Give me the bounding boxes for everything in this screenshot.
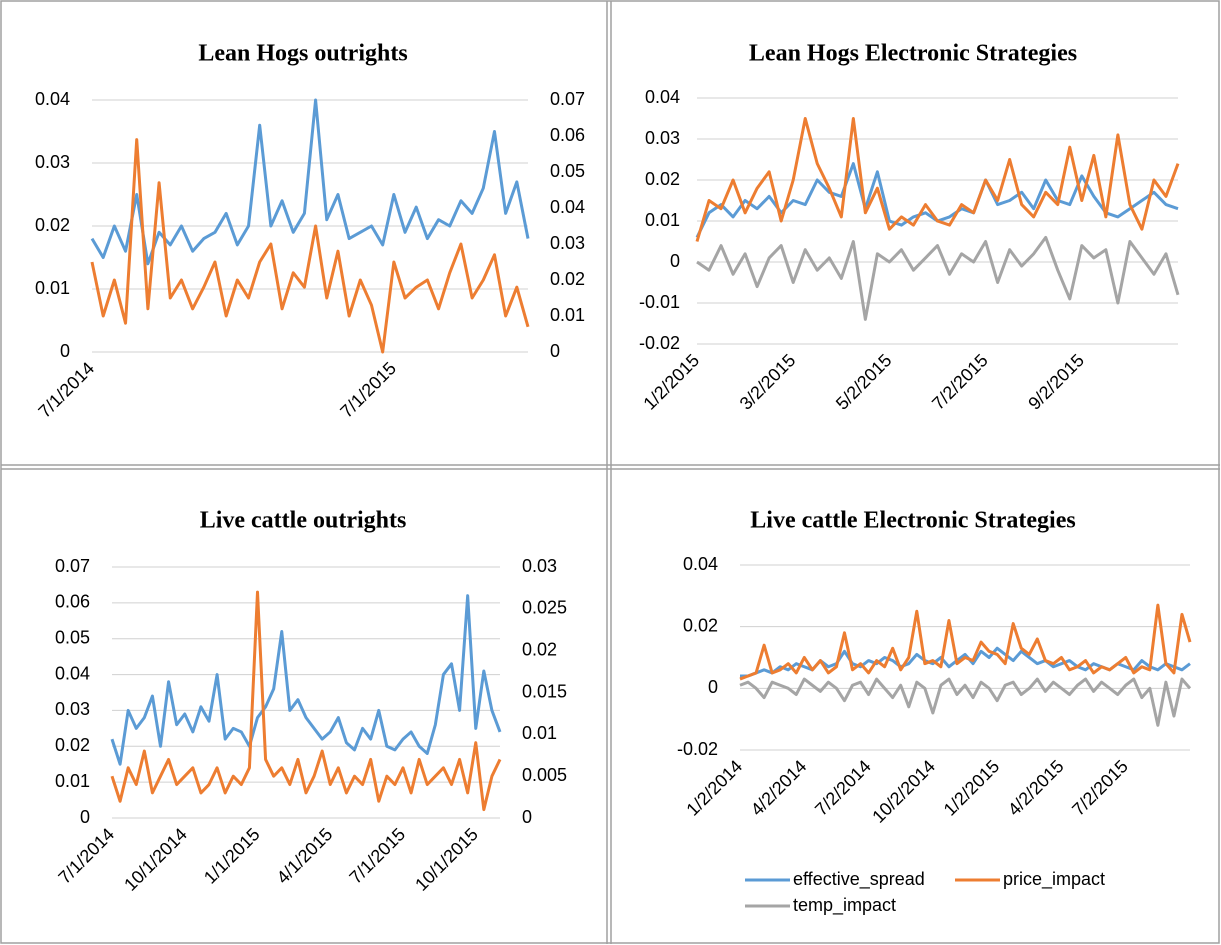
y-tick-label: -0.01 [639, 292, 680, 312]
chart-title: Lean Hogs Electronic Strategies [749, 41, 1077, 67]
x-tick-label: 1/1/2015 [200, 824, 264, 888]
series-line [696, 235, 1180, 321]
y2-tick-label: 0.03 [522, 556, 557, 576]
y-tick-label: 0.03 [35, 152, 70, 172]
y-tick-label: 0.02 [35, 215, 70, 235]
series-line [90, 138, 530, 354]
y2-tick-label: 0.005 [522, 765, 567, 785]
y-tick-label: 0.03 [645, 128, 680, 148]
legend-label: effective_spread [793, 869, 925, 890]
y2-tick-label: 0.05 [550, 161, 585, 181]
series-line [110, 590, 502, 812]
x-tick-label: 7/2/2015 [928, 350, 992, 414]
x-tick-label: 4/2/2015 [1004, 756, 1068, 820]
y-tick-label: 0.01 [55, 771, 90, 791]
x-tick-label: 7/1/2015 [336, 358, 400, 422]
y-tick-label: 0.02 [55, 735, 90, 755]
y-tick-label: 0.03 [55, 699, 90, 719]
y-tick-label: 0.02 [645, 169, 680, 189]
legend-label: price_impact [1003, 869, 1105, 890]
legend-label: temp_impact [793, 895, 896, 916]
y-tick-label: 0.04 [645, 87, 680, 107]
y2-tick-label: 0.02 [522, 639, 557, 659]
x-tick-label: 3/2/2015 [736, 350, 800, 414]
series-line [739, 603, 1192, 681]
chart-title: Live cattle Electronic Strategies [750, 508, 1075, 534]
y-tick-label: 0.01 [645, 210, 680, 230]
y2-tick-label: 0.015 [522, 681, 567, 701]
x-tick-label: 1/2/2015 [639, 350, 703, 414]
y2-tick-label: 0 [550, 341, 560, 361]
y2-tick-label: 0 [522, 807, 532, 827]
series-line [110, 594, 502, 766]
x-tick-label: 1/2/2014 [682, 756, 746, 820]
y-tick-label: 0 [80, 807, 90, 827]
y2-tick-label: 0.02 [550, 269, 585, 289]
x-tick-label: 7/1/2014 [54, 824, 118, 888]
y2-tick-label: 0.01 [550, 305, 585, 325]
y2-tick-label: 0.01 [522, 723, 557, 743]
x-tick-label: 10/2/2014 [868, 756, 939, 827]
y2-tick-label: 0.07 [550, 89, 585, 109]
y-tick-label: 0 [708, 677, 718, 697]
x-tick-label: 7/2/2015 [1068, 756, 1132, 820]
y-tick-label: 0 [60, 341, 70, 361]
chart-title: Lean Hogs outrights [198, 41, 407, 67]
y2-tick-label: 0.03 [550, 233, 585, 253]
y-tick-label: 0.04 [683, 554, 718, 574]
y2-tick-label: 0.04 [550, 197, 585, 217]
y-tick-label: 0 [670, 251, 680, 271]
y-tick-label: 0.04 [55, 663, 90, 683]
series-line [90, 98, 530, 266]
x-tick-label: 4/2/2014 [747, 756, 811, 820]
x-tick-label: 5/2/2015 [832, 350, 896, 414]
y-tick-label: 0.02 [683, 615, 718, 635]
y-tick-label: 0.05 [55, 627, 90, 647]
y-tick-label: -0.02 [639, 333, 680, 353]
y-tick-label: 0.06 [55, 592, 90, 612]
x-tick-label: 10/1/2015 [411, 824, 482, 895]
series-line [695, 117, 1180, 242]
y-tick-label: 0.07 [55, 556, 90, 576]
x-tick-label: 1/2/2015 [940, 756, 1004, 820]
y-tick-label: 0.04 [35, 89, 70, 109]
x-tick-label: 4/1/2015 [273, 824, 337, 888]
y2-tick-label: 0.06 [550, 125, 585, 145]
x-tick-label: 7/1/2014 [34, 358, 98, 422]
x-tick-label: 10/1/2014 [120, 824, 191, 895]
y-tick-label: -0.02 [677, 739, 718, 759]
x-tick-label: 7/1/2015 [345, 824, 409, 888]
series-line [739, 677, 1192, 727]
y2-tick-label: 0.025 [522, 598, 567, 618]
x-tick-label: 7/2/2014 [811, 756, 875, 820]
x-tick-label: 9/2/2015 [1024, 350, 1088, 414]
chart-title: Live cattle outrights [200, 508, 407, 534]
y-tick-label: 0.01 [35, 278, 70, 298]
